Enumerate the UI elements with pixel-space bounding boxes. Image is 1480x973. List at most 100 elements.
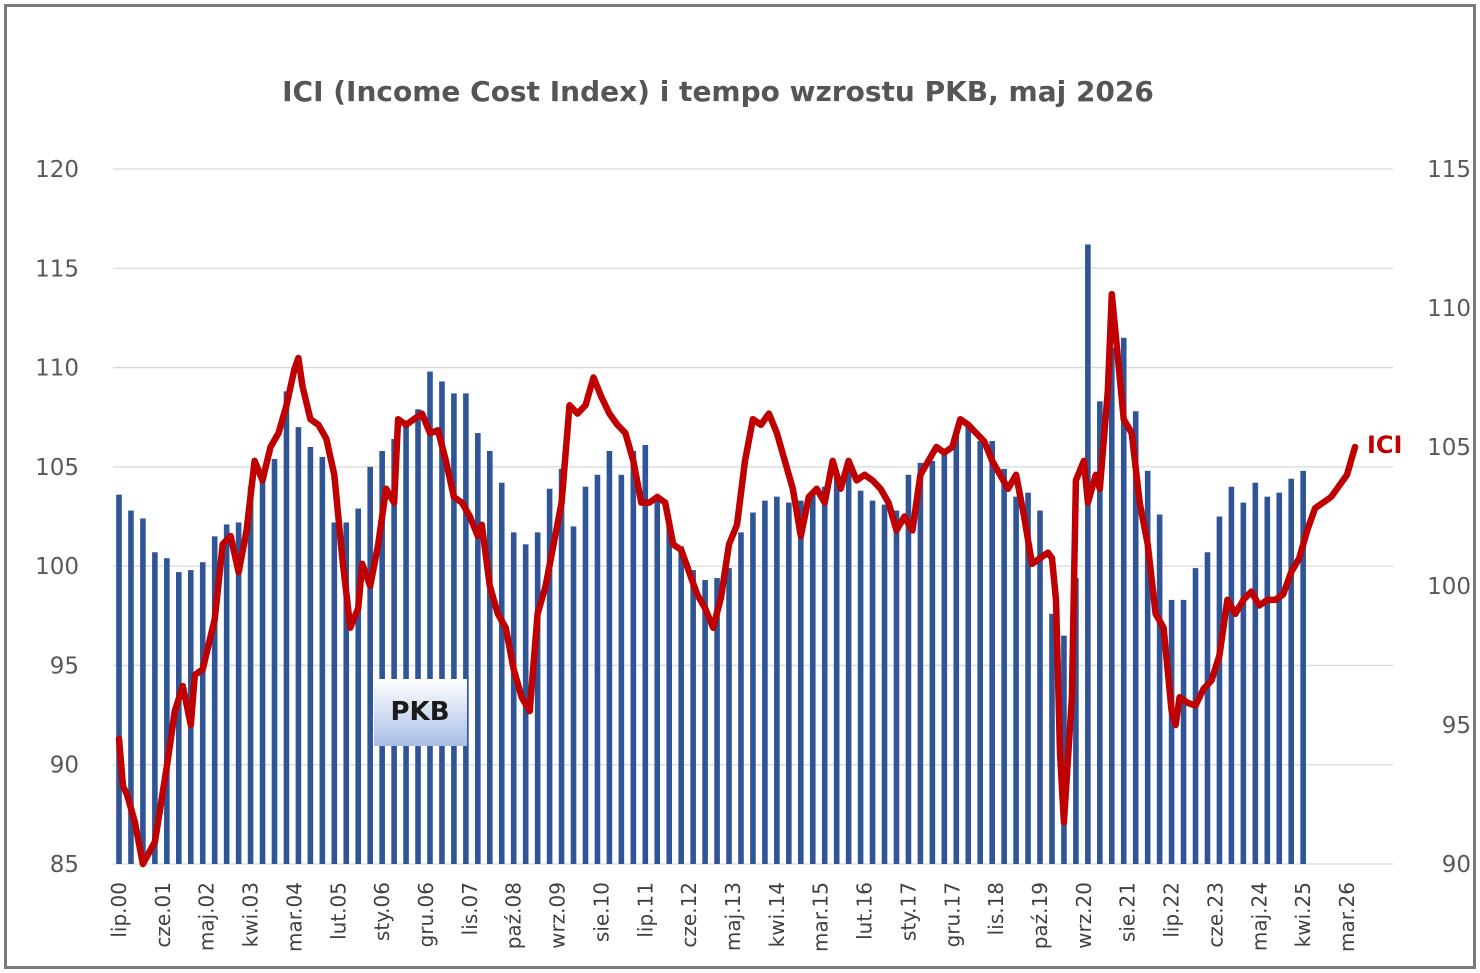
pkb-bar: [821, 486, 828, 864]
left-tick-label: 110: [35, 356, 79, 382]
pkb-bar: [283, 391, 290, 864]
pkb-bar: [439, 381, 445, 864]
x-tick-label: sty.17: [896, 882, 920, 941]
pkb-bar: [570, 526, 577, 864]
x-tick-label: kwi.03: [239, 882, 263, 947]
x-tick-label: mar.04: [282, 882, 306, 952]
pkb-bar: [1264, 496, 1271, 864]
ici-line: [115, 290, 1359, 868]
pkb-bar: [1216, 516, 1223, 864]
chart-title: ICI (Income Cost Index) i tempo wzrostu …: [282, 75, 1154, 108]
x-tick-label: maj.13: [721, 882, 745, 951]
x-tick-label: kwi.25: [1291, 882, 1315, 947]
pkb-bar: [833, 474, 840, 864]
x-tick-label: lip.11: [633, 882, 657, 938]
left-axis: 85 90 95 100 105 110 115 120: [35, 157, 79, 878]
x-tick-label: mar.26: [1335, 882, 1359, 952]
pkb-bar: [1228, 486, 1235, 864]
x-tick-label: sie.21: [1116, 882, 1140, 942]
series-labels: PKB ICI: [374, 431, 1402, 746]
pkb-bar: [319, 456, 326, 864]
left-tick-label: 105: [35, 455, 79, 481]
pkb-bar: [762, 500, 768, 864]
pkb-bar: [594, 474, 601, 864]
pkb-bar: [451, 393, 457, 864]
pkb-bar: [1288, 478, 1295, 864]
pkb-label-box: [374, 679, 467, 746]
pkb-bar: [331, 522, 338, 864]
pkb-bar: [1132, 411, 1139, 864]
pkb-bar: [786, 502, 792, 864]
pkb-bar: [989, 441, 995, 864]
pkb-bar: [271, 458, 278, 864]
pkb-series-label: PKB: [390, 697, 449, 727]
pkb-bar: [1037, 510, 1043, 864]
pkb-bar: [1108, 347, 1115, 864]
x-tick-label: gru.17: [940, 882, 964, 947]
x-tick-label: mar.15: [809, 882, 833, 952]
pkb-bar: [475, 433, 481, 864]
pkb-bar: [247, 486, 254, 864]
chart: ICI (Income Cost Index) i tempo wzrostu …: [35, 75, 1471, 952]
x-tick-label: wrz.20: [1072, 882, 1096, 949]
pkb-bars: [116, 244, 1306, 864]
pkb-bar: [463, 393, 469, 864]
x-tick-label: kwi.14: [765, 882, 789, 947]
x-tick-label: cze.23: [1204, 882, 1228, 948]
pkb-bar: [917, 462, 924, 864]
pkb-bar: [164, 558, 170, 864]
pkb-bar: [1300, 470, 1306, 864]
pkb-bar: [774, 496, 780, 864]
pkb-bar: [678, 546, 684, 864]
pkb-bar: [1025, 492, 1031, 864]
x-tick-label: lis.07: [458, 882, 482, 935]
x-tick-label: lip.00: [107, 882, 131, 938]
pkb-bar: [1180, 599, 1187, 864]
pkb-bar: [869, 500, 876, 864]
pkb-bar: [750, 512, 756, 864]
pkb-bar: [1001, 468, 1007, 864]
pkb-bar: [857, 490, 864, 864]
pkb-bar: [606, 450, 613, 864]
pkb-bar: [1240, 502, 1247, 864]
right-tick-label: 90: [1442, 852, 1471, 878]
pkb-bar: [379, 450, 385, 864]
right-axis: 90 95 100 105 110 115: [1427, 157, 1471, 878]
pkb-bar: [223, 524, 230, 864]
pkb-bar: [642, 445, 649, 864]
x-tick-label: sty.06: [370, 882, 394, 941]
pkb-bar: [558, 468, 565, 864]
pkb-bar: [307, 447, 314, 864]
x-tick-label: wrz.09: [546, 882, 570, 949]
pkb-bar: [1049, 613, 1055, 864]
pkb-bar: [199, 562, 206, 864]
pkb-bar: [1192, 568, 1199, 864]
pkb-bar: [1097, 401, 1103, 864]
x-tick-label: cze.12: [677, 882, 701, 948]
pkb-bar: [235, 522, 242, 864]
right-tick-label: 110: [1427, 296, 1471, 322]
pkb-bar: [367, 466, 373, 864]
chart-frame: ICI (Income Cost Index) i tempo wzrostu …: [4, 4, 1476, 969]
x-tick-label: maj.24: [1247, 882, 1271, 951]
pkb-bar: [666, 522, 673, 864]
right-tick-label: 100: [1427, 574, 1471, 600]
pkb-bar: [116, 494, 122, 864]
pkb-bar: [977, 441, 984, 864]
pkb-bar: [1061, 635, 1067, 864]
pkb-bar: [415, 409, 421, 864]
pkb-bar: [510, 532, 517, 864]
pkb-bar: [391, 439, 397, 864]
x-tick-label: paź.08: [502, 882, 526, 949]
pkb-bar: [259, 474, 266, 864]
pkb-bar: [403, 421, 409, 864]
pkb-bar: [690, 570, 696, 864]
ici-line-layer: [115, 290, 1359, 868]
pkb-bar: [618, 474, 625, 864]
pkb-bar: [1204, 552, 1211, 864]
x-tick-label: paź.19: [1028, 882, 1052, 949]
right-tick-label: 105: [1427, 435, 1471, 461]
left-tick-label: 115: [35, 256, 79, 282]
pkb-bar: [1144, 470, 1151, 864]
x-tick-label: lis.18: [984, 882, 1008, 935]
